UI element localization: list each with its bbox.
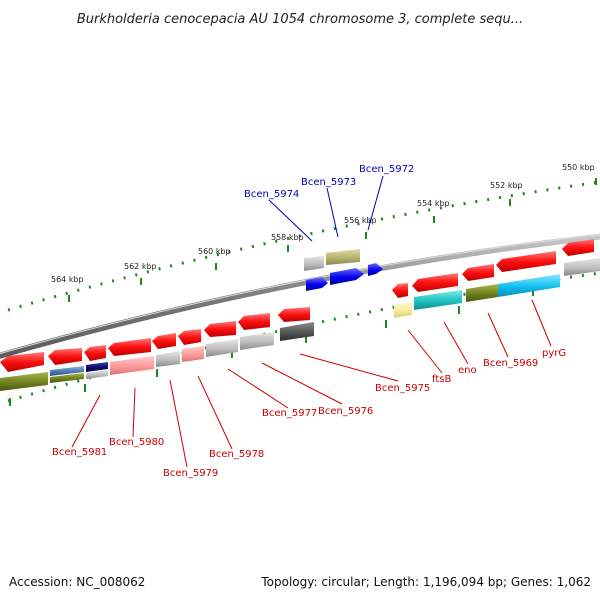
gene-arrow (496, 251, 556, 272)
tick-label-556: 556 kbp (344, 216, 377, 225)
tick-mark (458, 306, 460, 314)
gene-arrow (368, 263, 383, 276)
gene-box (394, 302, 412, 318)
gene-box (414, 290, 462, 310)
gene-box (182, 346, 204, 362)
gene-box (564, 258, 600, 276)
gene-label-eno: eno (458, 365, 477, 376)
right-lower-genes (394, 258, 600, 318)
gene-box (240, 332, 274, 350)
bottom-leader-lines (71, 299, 552, 468)
map-title: Burkholderia cenocepacia AU 1054 chromos… (77, 12, 523, 27)
tick-mark (433, 216, 435, 223)
gene-box (304, 256, 324, 271)
tick-label-552: 552 kbp (490, 181, 523, 190)
tick-mark (9, 398, 11, 406)
gene-box (498, 274, 560, 297)
bottom-gene-labels: Bcen_5981 Bcen_5980 Bcen_5979 Bcen_5978 … (52, 348, 566, 479)
gene-box (0, 372, 48, 391)
gene-arrow (178, 329, 201, 345)
top-middle-genes (304, 249, 383, 291)
tick-mark (140, 278, 142, 285)
gene-box (280, 322, 314, 341)
gene-label-bcen-5981: Bcen_5981 (52, 447, 107, 458)
tick-mark (156, 369, 158, 377)
tick-mark (215, 263, 217, 270)
gene-arrow (412, 273, 458, 292)
gene-label-bcen-5973: Bcen_5973 (301, 177, 356, 188)
tick-labels: 550 kbp 552 kbp 554 kbp 556 kbp 558 kbp … (51, 163, 595, 284)
outer-major-ticks (68, 178, 597, 302)
gene-arrow (562, 239, 594, 256)
gene-arrow (0, 352, 44, 372)
gene-arrow (462, 264, 494, 281)
gene-label-bcen-5969: Bcen_5969 (483, 358, 538, 369)
top-gene-labels: Bcen_5974 Bcen_5973 Bcen_5972 (244, 164, 414, 200)
tick-mark (68, 295, 70, 302)
gene-box (206, 339, 238, 357)
gene-arrow (306, 277, 328, 291)
outer-scale-ring (7, 180, 600, 312)
topology-text: Topology: circular; Length: 1,196,094 bp… (260, 575, 591, 589)
tick-mark (532, 288, 534, 296)
left-strand-genes (0, 307, 310, 372)
gene-arrow (204, 321, 236, 337)
gene-arrow (330, 268, 364, 285)
inner-major-ticks (9, 288, 534, 406)
gene-box (50, 373, 84, 383)
tick-mark (595, 178, 597, 185)
gene-arrow (108, 338, 151, 356)
tick-label-554: 554 kbp (417, 199, 450, 208)
tick-label-550: 550 kbp (562, 163, 595, 172)
gene-label-bcen-5974: Bcen_5974 (244, 189, 299, 200)
gene-box (86, 370, 108, 379)
tick-mark (509, 199, 511, 206)
gene-label-bcen-5979: Bcen_5979 (163, 468, 218, 479)
gene-arrow (238, 313, 270, 330)
gene-label-bcen-5975: Bcen_5975 (375, 383, 430, 394)
tick-label-564: 564 kbp (51, 275, 84, 284)
gene-arrow (278, 307, 310, 322)
chromosome-backbone (0, 233, 600, 359)
gene-arrow (392, 283, 408, 298)
tick-label-560: 560 kbp (198, 247, 231, 256)
gene-label-bcen-5980: Bcen_5980 (109, 437, 164, 448)
tick-mark (385, 320, 387, 328)
top-leader-lines (268, 175, 384, 242)
gene-arrow (48, 348, 82, 365)
gene-box (110, 356, 154, 375)
gene-label-bcen-5972: Bcen_5972 (359, 164, 414, 175)
gene-box (466, 284, 498, 302)
gene-label-ftsb: ftsB (432, 374, 451, 385)
gene-label-bcen-5977: Bcen_5977 (262, 408, 317, 419)
tick-mark (287, 245, 289, 252)
gene-arrow (84, 345, 106, 361)
gene-box (326, 249, 360, 265)
gene-box (86, 362, 108, 372)
tick-mark (365, 232, 367, 239)
tick-label-558: 558 kbp (271, 233, 304, 242)
gene-box (156, 351, 180, 367)
tick-mark (231, 350, 233, 358)
accession-text: Accession: NC_008062 (9, 575, 145, 589)
gene-arrow (152, 333, 176, 349)
gene-label-bcen-5976: Bcen_5976 (318, 406, 373, 417)
left-lower-genes (0, 322, 314, 391)
tick-mark (305, 335, 307, 343)
gene-label-pyrg: pyrG (542, 348, 566, 359)
gene-box (50, 366, 84, 376)
gene-label-bcen-5978: Bcen_5978 (209, 449, 264, 460)
tick-label-562: 562 kbp (124, 262, 157, 271)
tick-mark (84, 384, 86, 392)
right-strand-genes (392, 239, 594, 298)
